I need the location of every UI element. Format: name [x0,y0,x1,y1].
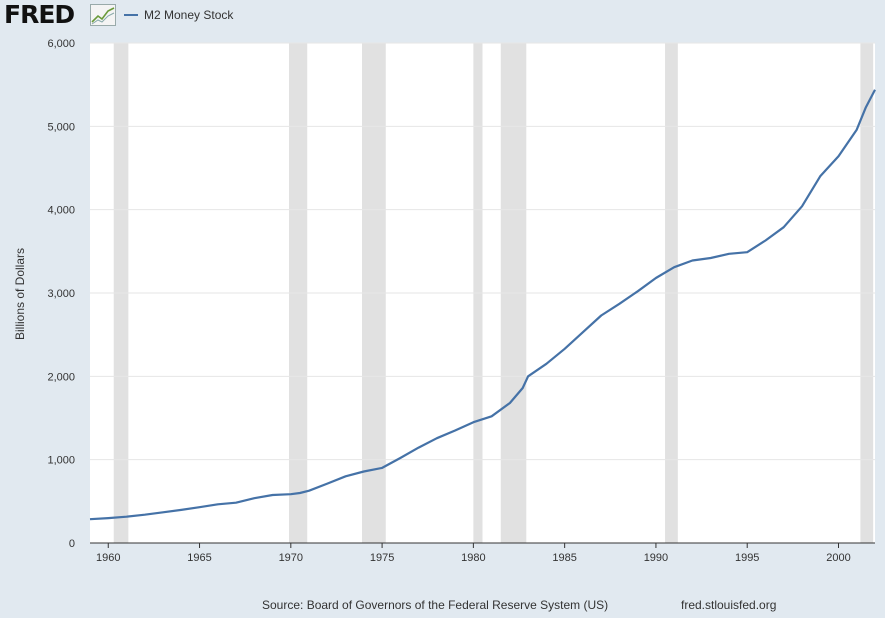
y-tick-label: 0 [69,538,75,550]
legend: M2 Money Stock [124,6,233,24]
x-tick-label: 1990 [644,552,668,564]
line-graph-icon [90,4,116,26]
x-tick-label: 1960 [96,552,120,564]
y-tick-label: 5,000 [47,121,75,133]
y-tick-label: 2,000 [47,371,75,383]
x-axis: 1960 1965 1970 1975 1980 1985 1990 1995 2000 [90,542,875,564]
y-tick-label: 1,000 [47,455,75,467]
x-tick-label: 1975 [370,552,394,564]
legend-label: M2 Money Stock [144,8,234,22]
chart-header: FRED M2 Money Stock [0,0,885,30]
series-layer [89,89,876,521]
y-axis-label: Billions of Dollars [13,248,27,340]
y-tick-label: 3,000 [47,288,75,300]
y-tick-label: 6,000 [47,38,75,50]
source-url[interactable]: fred.stlouisfed.org [681,598,777,612]
x-tick-label: 1965 [187,552,211,564]
series-line [89,89,876,521]
y-tick-label: 4,000 [47,205,75,217]
x-tick-label: 1985 [552,552,576,564]
x-tick-label: 1970 [279,552,303,564]
legend-swatch [124,14,138,16]
x-tick-label: 1995 [735,552,759,564]
fred-logo[interactable]: FRED [4,0,75,29]
source-note: Source: Board of Governors of the Federa… [262,598,609,612]
x-tick-label: 2000 [826,552,850,564]
gridlines [90,42,875,461]
x-tick-label: 1980 [461,552,485,564]
y-axis: 0 1,000 2,000 3,000 4,000 5,000 6,000 [47,38,75,550]
